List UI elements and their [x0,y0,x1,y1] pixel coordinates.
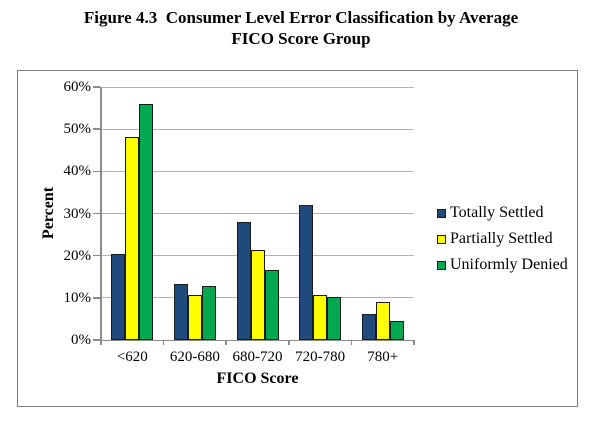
bar-totally-settled-680-720 [236,222,251,340]
y-tick-label-20: 20% [63,247,92,264]
gridline-30 [101,213,414,214]
y-axis-tick [93,212,100,215]
y-tick-label-10: 10% [63,289,92,306]
x-axis-tick [288,340,290,345]
y-tick-label-0: 0% [71,332,91,348]
y-axis-line [100,87,102,340]
x-tick-label-620-680: 620-680 [169,349,220,365]
bar-totally-settled-720-780 [299,205,314,340]
legend-label: Uniformly Denied [450,256,568,273]
y-axis-tick [93,86,100,88]
x-axis-tick [162,340,165,345]
figure-title-line-2: FICO Score Group [231,29,371,48]
bar-uniformly-denied-720-780 [327,297,342,340]
y-axis-tick [93,254,100,257]
bar-partially-settled-620-680 [187,294,202,340]
legend-item-totally-settled: Totally Settled [437,203,568,223]
x-tick-label-780: 780+ [367,349,399,365]
x-axis-tick [413,340,415,345]
y-axis-tick [93,339,100,341]
x-tick-label-720-780: 720-780 [295,349,346,365]
gridline-60 [101,86,414,88]
gridline-40 [101,170,414,172]
bar-totally-settled-620-680 [173,283,188,340]
x-tick-label-680-720: 680-720 [232,349,283,365]
legend: Totally Settled Partially Settled Uniforml… [437,203,568,281]
bar-uniformly-denied-620-680 [201,285,216,340]
bar-uniformly-denied-680-720 [264,270,279,340]
y-tick-label-60: 60% [63,79,92,95]
bar-partially-settled-680-720 [250,249,265,340]
gridline-50 [101,128,414,130]
legend-item-partially-settled: Partially Settled [437,229,568,249]
legend-label: Totally Settled [450,204,544,221]
y-tick-label-30: 30% [63,205,92,222]
y-tick-label-40: 40% [63,163,92,180]
partially-settled-swatch [437,234,446,244]
figure-title-line-1: Figure 4.3 Consumer Level Error Classifi… [83,8,519,27]
x-axis-tick [350,340,353,345]
bar-partially-settled-780 [375,302,390,340]
chart-frame: Percent FICO Score Totally Settled Partia… [17,70,578,407]
y-axis-tick [93,297,100,299]
x-axis-tick [225,340,227,345]
legend-label: Partially Settled [450,230,553,247]
x-axis-title: FICO Score [216,370,299,387]
bar-uniformly-denied-780 [389,320,404,340]
y-axis-tick [93,170,100,173]
x-axis-tick [100,340,102,345]
figure-title: Figure 4.3 Consumer Level Error Classifi… [0,7,602,49]
y-tick-label-50: 50% [63,121,92,138]
x-tick-label-620: <620 [116,349,148,365]
bar-uniformly-denied-620 [139,103,154,340]
legend-item-uniformly-denied: Uniformly Denied [437,255,568,275]
x-axis-line [100,339,415,341]
y-axis-tick [93,128,100,130]
bar-totally-settled-780 [361,313,376,340]
bar-partially-settled-720-780 [313,294,328,340]
totally-settled-swatch [437,208,446,218]
plot-area [93,86,415,345]
bar-totally-settled-620 [111,253,126,340]
uniformly-denied-swatch [437,260,446,270]
bar-partially-settled-620 [125,136,140,340]
